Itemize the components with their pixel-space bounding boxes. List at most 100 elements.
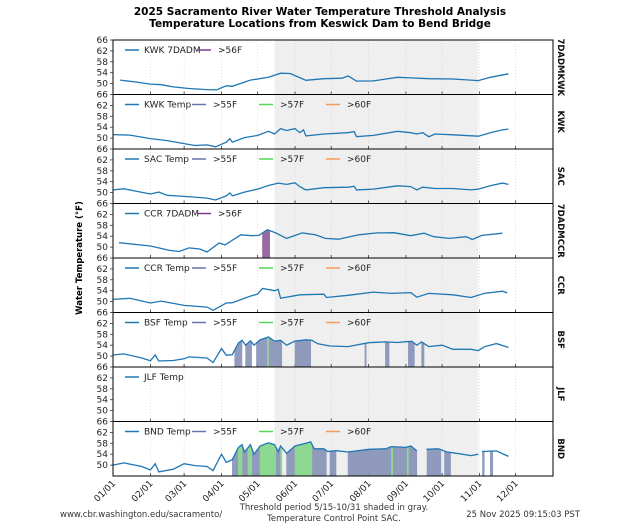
footer-note-line1: Threshold period 5/15-10/31 shaded in gr…: [239, 503, 429, 513]
y-tick-label: 50: [97, 298, 109, 308]
y-tick-label: 66: [97, 91, 109, 101]
y-axis-label: Water Temperature (°F): [75, 201, 85, 315]
station-label: KWK: [555, 110, 565, 133]
series-line-ccr: [112, 287, 508, 312]
y-tick-label: 58: [97, 439, 109, 449]
legend-label-gt56f: >56F: [218, 210, 242, 220]
legend-label-series: BSF Temp: [144, 319, 188, 329]
exceedance-gt57f: [247, 444, 252, 477]
y-tick-label: 54: [97, 287, 109, 297]
y-tick-label: 62: [97, 374, 108, 384]
legend-label-gt55f: >55F: [213, 155, 237, 165]
y-tick-label: 66: [97, 254, 109, 264]
chart-title: 2025 Sacramento River Water Temperature …: [134, 6, 506, 18]
legend-label-gt60f: >60F: [347, 101, 371, 111]
y-tick-label: 50: [97, 134, 109, 144]
legend-label-gt60f: >60F: [347, 155, 371, 165]
threshold-period-shade: [274, 94, 479, 149]
exceedance-gt57f: [259, 442, 277, 477]
exceedance-gt57f: [267, 336, 269, 368]
x-tick-label: 05/01: [237, 479, 262, 504]
exceedance-gt57f: [294, 441, 313, 477]
legend-label-gt60f: >60F: [347, 428, 371, 438]
series-line-7dadmkwk: [120, 72, 509, 91]
threshold-period-shade: [274, 258, 479, 313]
station-label: 7DADMKWK: [555, 38, 565, 96]
footer-url[interactable]: www.cbr.washington.edu/sacramento/: [60, 510, 222, 520]
y-tick-label: 50: [97, 407, 109, 417]
x-tick-label: 04/01: [201, 479, 226, 504]
y-tick-label: 54: [97, 69, 109, 79]
exceedance-gt55f: [421, 341, 425, 368]
series-line-kwk: [112, 127, 509, 148]
threshold-period-shade: [274, 149, 479, 204]
x-tick-label: 08/01: [348, 479, 373, 504]
y-tick-label: 54: [97, 178, 109, 188]
legend-label-gt60f: >60F: [347, 264, 371, 274]
y-tick-label: 58: [97, 112, 109, 122]
x-tick-label: 09/01: [386, 479, 411, 504]
y-tick-label: 58: [97, 330, 109, 340]
legend-label-gt56f: >56F: [218, 46, 242, 56]
y-tick-label: 66: [97, 363, 109, 373]
y-tick-label: 50: [97, 189, 109, 199]
y-tick-label: 62: [97, 210, 108, 220]
exceedance-gt57f: [238, 444, 243, 477]
legend-label-series: CCR 7DADM: [144, 210, 199, 220]
y-tick-label: 66: [97, 309, 109, 319]
exceedance-gt55f: [444, 450, 451, 477]
legend-label-series: KWK 7DADM: [144, 46, 201, 56]
y-tick-label: 58: [97, 167, 109, 177]
y-tick-label: 54: [97, 396, 109, 406]
footer-timestamp: 25 Nov 2025 09:15:03 PST: [466, 510, 581, 520]
y-tick-label: 66: [97, 200, 109, 210]
y-tick-label: 58: [97, 221, 109, 231]
exceedance-gt55f: [364, 342, 367, 368]
y-tick-label: 50: [97, 243, 109, 253]
y-tick-label: 58: [97, 385, 109, 395]
exceedance-gt55f: [256, 336, 283, 368]
y-tick-label: 50: [97, 80, 109, 90]
y-tick-label: 62: [97, 319, 108, 329]
y-tick-label: 50: [97, 352, 109, 362]
y-tick-label: 62: [97, 156, 108, 166]
exceedance-gt55f: [294, 339, 311, 368]
legend-label-gt55f: >55F: [213, 428, 237, 438]
station-label: BSF: [555, 331, 565, 350]
legend-label-gt57f: >57F: [280, 264, 304, 274]
y-tick-label: 62: [97, 101, 108, 111]
station-label: SAC: [555, 167, 565, 186]
x-tick-label: 06/01: [275, 479, 300, 504]
panel-frame: [112, 421, 554, 477]
threshold-period-shade: [274, 40, 479, 95]
legend-label-series: KWK Temp: [144, 101, 192, 111]
y-tick-label: 62: [97, 265, 108, 275]
exceedance-gt55f: [385, 341, 390, 368]
y-tick-label: 58: [97, 276, 109, 286]
exceedance-gt55f: [408, 341, 415, 368]
legend-label-gt57f: >57F: [280, 319, 304, 329]
exceedance-gt57f: [406, 446, 409, 477]
y-tick-label: 50: [97, 461, 109, 471]
legend-label-gt57f: >57F: [280, 155, 304, 165]
series-line-sac: [112, 182, 509, 201]
series-line-bsf: [112, 336, 509, 364]
series-line-7dadmccr: [118, 228, 503, 253]
exceedance-gt56f: [262, 229, 271, 259]
y-tick-label: 54: [97, 232, 109, 242]
y-tick-label: 54: [97, 123, 109, 133]
y-tick-label: 54: [97, 341, 109, 351]
series-line-bnd: [112, 441, 509, 473]
x-tick-label: 10/01: [422, 479, 447, 504]
y-tick-label: 62: [97, 428, 108, 438]
exceedance-gt55f: [426, 448, 442, 477]
legend-label-series: CCR Temp: [144, 264, 190, 274]
y-tick-label: 58: [97, 58, 109, 68]
